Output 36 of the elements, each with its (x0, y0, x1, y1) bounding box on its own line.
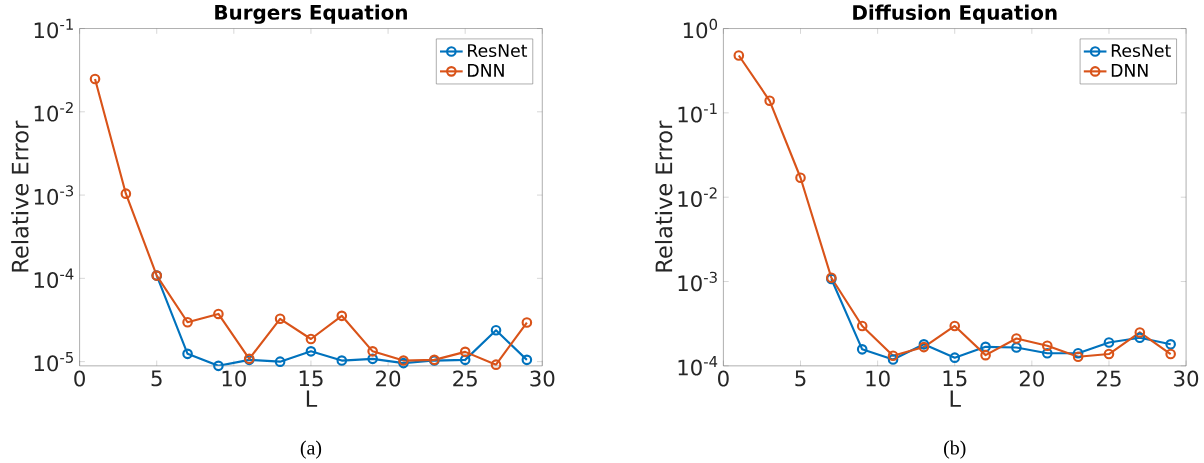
y-tick-label: 10$^{-1}$ (678, 103, 717, 123)
x-tick-label: 15 (943, 370, 967, 387)
x-tick-label: 5 (795, 370, 806, 387)
text: (b) (944, 440, 966, 459)
y-tick-label: 10$^{-2}$ (678, 187, 717, 207)
x-axis-title: L (306, 390, 318, 407)
y-tick-label: 10$^{-4}$ (678, 356, 718, 376)
x-tick-label: 0 (74, 370, 85, 387)
y-tick-label: 10$^{-2}$ (34, 101, 73, 122)
y-tick-label: 10$^{0}$ (683, 18, 718, 39)
y-axis-title: Relative Error (654, 120, 673, 272)
text: (a) (300, 440, 322, 459)
x-tick-label: 5 (151, 370, 162, 387)
legend-label: ResNet (468, 44, 528, 58)
legend-label: DNN (1111, 64, 1148, 77)
y-tick-label: 10$^{-5}$ (34, 351, 73, 372)
legend-label: ResNet (1111, 44, 1171, 58)
x-tick-label: 15 (299, 370, 323, 387)
x-tick-label: 20 (376, 370, 401, 387)
y-tick-label: 10$^{-3}$ (678, 271, 717, 292)
y-tick-label: 10$^{-4}$ (34, 268, 74, 289)
x-tick-label: 30 (530, 370, 555, 387)
y-axis-title: Relative Error (11, 120, 29, 272)
x-tick-label: 25 (453, 370, 477, 387)
x-axis-title: L (950, 390, 961, 407)
chart-title: Diffusion Equation (853, 4, 1057, 24)
x-tick-label: 10 (222, 370, 246, 387)
legend-label: DNN (468, 64, 504, 77)
x-tick-label: 10 (866, 370, 890, 387)
chart-title: Burgers Equation (215, 4, 407, 24)
y-tick-label: 10$^{-3}$ (34, 185, 74, 205)
y-tick-label: 10$^{-1}$ (34, 18, 73, 39)
x-tick-label: 0 (718, 370, 729, 387)
x-tick-label: 30 (1174, 370, 1199, 387)
x-tick-label: 25 (1097, 370, 1121, 387)
x-tick-label: 20 (1019, 370, 1044, 387)
